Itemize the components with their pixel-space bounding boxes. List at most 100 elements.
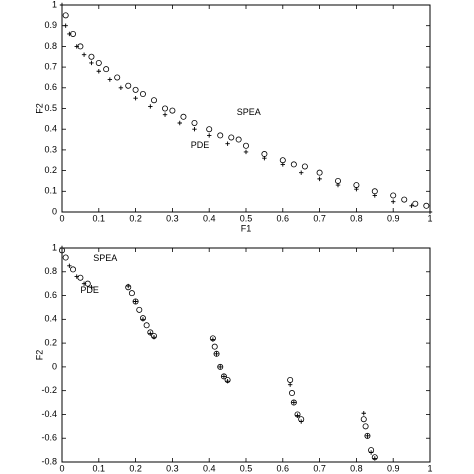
pde-point [107, 77, 113, 82]
y-axis-label: F2 [34, 350, 44, 361]
pde-point [59, 245, 65, 251]
x-tick-label: 0.1 [93, 463, 106, 473]
spea-point [114, 74, 121, 81]
pde-point [133, 95, 138, 101]
x-tick-label: 1 [427, 213, 432, 223]
spea-point [360, 416, 367, 423]
pde-point [361, 411, 366, 416]
spea-point [180, 113, 187, 120]
y-tick-label: 0 [52, 206, 57, 216]
y-tick-label: 0.2 [44, 337, 57, 347]
spea-point [316, 169, 323, 176]
pde-point [291, 400, 297, 405]
y-tick-label: -0.6 [41, 433, 57, 443]
x-tick-label: 0.3 [166, 213, 179, 223]
spea-point [132, 86, 139, 93]
chart-panel: 0 0.1 0.2 0.3 0.4 0.5 0.6 0.7 0.8 0.9 1 0 0.1 0.2 0.3 0… [34, 0, 432, 233]
spea-point [390, 192, 397, 199]
pde-point [299, 170, 304, 175]
spea-point [290, 161, 297, 168]
spea-point [301, 163, 308, 170]
y-tick-label: 0.4 [44, 314, 57, 324]
x-tick-label: 0.6 [277, 213, 290, 223]
pde-point [368, 450, 374, 455]
y-tick-label: -0.4 [41, 409, 57, 419]
pde-point [74, 44, 79, 49]
pde-point [67, 31, 72, 37]
pde-point [409, 203, 414, 208]
y-tick-label: 0.6 [44, 82, 57, 92]
x-tick-label: 0.9 [387, 463, 400, 473]
spea-point [136, 306, 143, 313]
pde-point [317, 176, 322, 182]
pde-point [177, 120, 182, 126]
spea-point [334, 177, 341, 184]
spea-point [191, 119, 198, 126]
spea-point [217, 132, 224, 139]
pde-point [118, 85, 124, 90]
spea-point [261, 151, 268, 158]
spea-point [125, 82, 132, 89]
pde-point [262, 155, 267, 161]
pde-point [287, 382, 293, 387]
pde-point [59, 2, 65, 8]
annotation: SPEA [93, 253, 117, 263]
y-tick-label: 0.5 [44, 103, 57, 113]
spea-point [62, 254, 69, 261]
y-tick-label: 0.9 [44, 20, 57, 30]
x-tick-label: 0.5 [240, 463, 253, 473]
spea-point [70, 266, 77, 273]
pde-point [81, 281, 87, 286]
pde-point [214, 351, 219, 357]
pde-point [89, 60, 94, 66]
pde-point [81, 52, 87, 57]
x-tick-label: 0.5 [240, 213, 253, 223]
spea-point [364, 432, 371, 439]
pde-point [210, 337, 216, 342]
y-tick-label: 0.8 [44, 41, 57, 51]
pde-point [207, 133, 212, 138]
x-tick-label: 0 [59, 463, 64, 473]
pde-point [67, 263, 72, 269]
x-tick-label: 0.9 [387, 213, 400, 223]
spea-point [353, 182, 360, 189]
pde-point [354, 187, 359, 192]
spea-point [211, 343, 218, 350]
pde-point [133, 299, 138, 304]
spea-point [290, 399, 297, 406]
x-tick-label: 0.4 [203, 463, 216, 473]
x-tick-label: 0.1 [93, 213, 106, 223]
spea-point [220, 373, 227, 380]
y-tick-label: 0.4 [44, 124, 57, 134]
spea-point [217, 363, 224, 370]
pde-point [218, 364, 223, 370]
spea-point [103, 66, 110, 73]
y-tick-label: 0.7 [44, 61, 57, 71]
spea-point [139, 91, 146, 98]
y-tick-label: -0.8 [41, 456, 57, 466]
x-tick-label: 0 [59, 213, 64, 223]
spea-point [206, 126, 213, 133]
x-tick-label: 0.4 [203, 213, 216, 223]
pde-point [295, 413, 300, 418]
x-tick-label: 0.7 [313, 213, 326, 223]
pde-point [225, 141, 230, 146]
spea-point [77, 274, 84, 281]
pde-point [151, 334, 157, 340]
spea-point [95, 59, 102, 66]
y-tick-label: 1 [52, 242, 57, 252]
pde-point [372, 456, 377, 461]
pde-point [162, 112, 168, 117]
x-tick-label: 0.8 [350, 213, 363, 223]
y-tick-label: 0.3 [44, 144, 57, 154]
spea-point [150, 97, 157, 104]
pde-point [126, 283, 131, 289]
spea-point [143, 322, 150, 329]
spea-point [228, 134, 235, 141]
pde-point [89, 285, 94, 290]
spea-point [242, 142, 249, 149]
spea-point [128, 290, 135, 297]
spea-point [132, 298, 139, 305]
spea-point [288, 390, 295, 397]
